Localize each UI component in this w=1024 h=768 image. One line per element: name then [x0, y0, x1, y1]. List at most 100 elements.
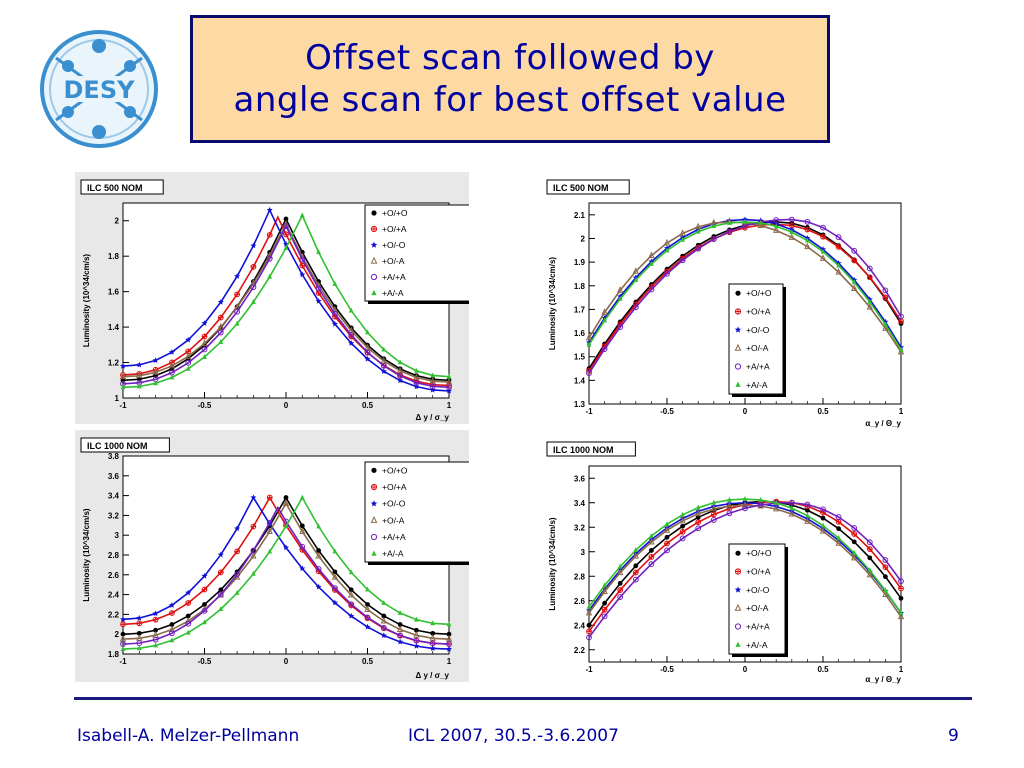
y-tick-label: 2.2 [108, 610, 120, 619]
data-point [331, 305, 339, 313]
data-point [866, 265, 873, 272]
data-point [601, 308, 608, 315]
y-axis-label: Luminosity (10^34/cm/s) [548, 257, 557, 350]
y-tick-label: 2.2 [574, 646, 586, 655]
y-tick-label: 1.6 [108, 288, 120, 297]
legend-item-popo: +O/+O [371, 465, 408, 475]
data-point [585, 333, 593, 341]
data-point [218, 606, 224, 612]
data-point [283, 216, 289, 222]
data-point [851, 531, 858, 537]
data-point [648, 251, 655, 259]
data-point [866, 539, 873, 546]
chart-panel-offset-500: ILC 500 NOM -1 -0.5 0 0.5 1 1 1.2 1.4 1.6 1.8 2 Δ y … [75, 172, 469, 424]
y-tick-label: 2 [581, 234, 586, 243]
data-point [663, 526, 671, 533]
data-point [632, 569, 639, 576]
data-point [851, 525, 858, 531]
data-point [726, 228, 733, 235]
data-point [315, 551, 322, 559]
y-tick-label: 3 [581, 548, 586, 557]
data-point [201, 339, 208, 346]
x-tick-label: -0.5 [660, 665, 674, 674]
data-point [850, 284, 858, 291]
data-point [283, 523, 289, 529]
data-point [446, 631, 452, 637]
legend: +O/+O +O/+A +O/-O +O/-A +A/+A +A/-A [364, 461, 469, 565]
data-point [282, 499, 290, 506]
data-point [397, 622, 403, 627]
x-tick-label: -0.5 [660, 407, 674, 416]
data-point [820, 224, 826, 231]
data-point [429, 640, 436, 647]
legend-label: +O/-O [746, 325, 770, 335]
data-point [414, 627, 419, 633]
data-point [364, 349, 371, 356]
data-point [380, 362, 387, 369]
data-point [364, 623, 371, 630]
data-point [316, 523, 321, 529]
y-tick-label: 2.8 [574, 572, 586, 581]
data-point [804, 242, 811, 250]
data-point [429, 645, 436, 651]
data-point [152, 616, 159, 623]
data-point [883, 574, 888, 580]
data-point [633, 277, 639, 282]
x-tick-label: 1 [899, 407, 904, 416]
series-pomo [119, 206, 453, 394]
data-point [119, 372, 127, 380]
data-point [185, 365, 191, 371]
data-point [664, 540, 670, 547]
legend-label: +O/+A [746, 567, 771, 577]
x-tick-label: -1 [585, 407, 593, 416]
data-point [835, 268, 842, 275]
data-point [331, 599, 338, 606]
data-point [632, 267, 640, 274]
series-pama [120, 212, 452, 390]
data-point [266, 255, 273, 262]
data-point [413, 379, 420, 386]
y-tick-label: 2.4 [108, 591, 120, 600]
data-point [663, 238, 671, 246]
data-point [413, 631, 420, 638]
data-point [617, 295, 623, 301]
data-point [381, 346, 387, 352]
data-point [250, 284, 257, 291]
data-point [602, 317, 607, 323]
legend-item-popo: +O/+O [371, 208, 408, 218]
data-point [757, 221, 764, 228]
data-point [820, 515, 826, 521]
legend-label: +O/+A [746, 307, 771, 317]
data-point [695, 504, 701, 510]
x-tick-label: -1 [119, 657, 127, 666]
series-papa [586, 216, 904, 377]
legend-label: +O/+O [746, 548, 772, 558]
y-tick-label: 1.4 [108, 323, 120, 332]
data-point [882, 557, 889, 563]
data-point [601, 606, 608, 613]
data-point [851, 257, 858, 264]
legend-item-popa: +O/+A [734, 567, 771, 577]
y-tick-label: 1.3 [574, 400, 586, 409]
data-point [120, 631, 126, 637]
legend-item-pomo: +O/-O [734, 325, 770, 335]
series-poma [585, 501, 905, 620]
data-point [299, 565, 306, 572]
data-point [234, 308, 241, 315]
data-point [429, 376, 436, 384]
data-point [648, 561, 655, 567]
data-point [299, 494, 305, 500]
series-pama [586, 496, 904, 615]
series-line [122, 501, 450, 640]
data-point [413, 383, 420, 390]
data-point [201, 320, 208, 326]
data-point [710, 504, 718, 512]
data-point [283, 223, 289, 229]
legend-item-pama: +A/-A [735, 640, 768, 650]
series-popo [120, 495, 452, 637]
data-point [649, 260, 654, 266]
x-tick-label: 0.5 [817, 665, 829, 674]
data-point [364, 355, 371, 362]
data-point [898, 313, 904, 320]
chart-title: ILC 500 NOM [553, 183, 609, 193]
